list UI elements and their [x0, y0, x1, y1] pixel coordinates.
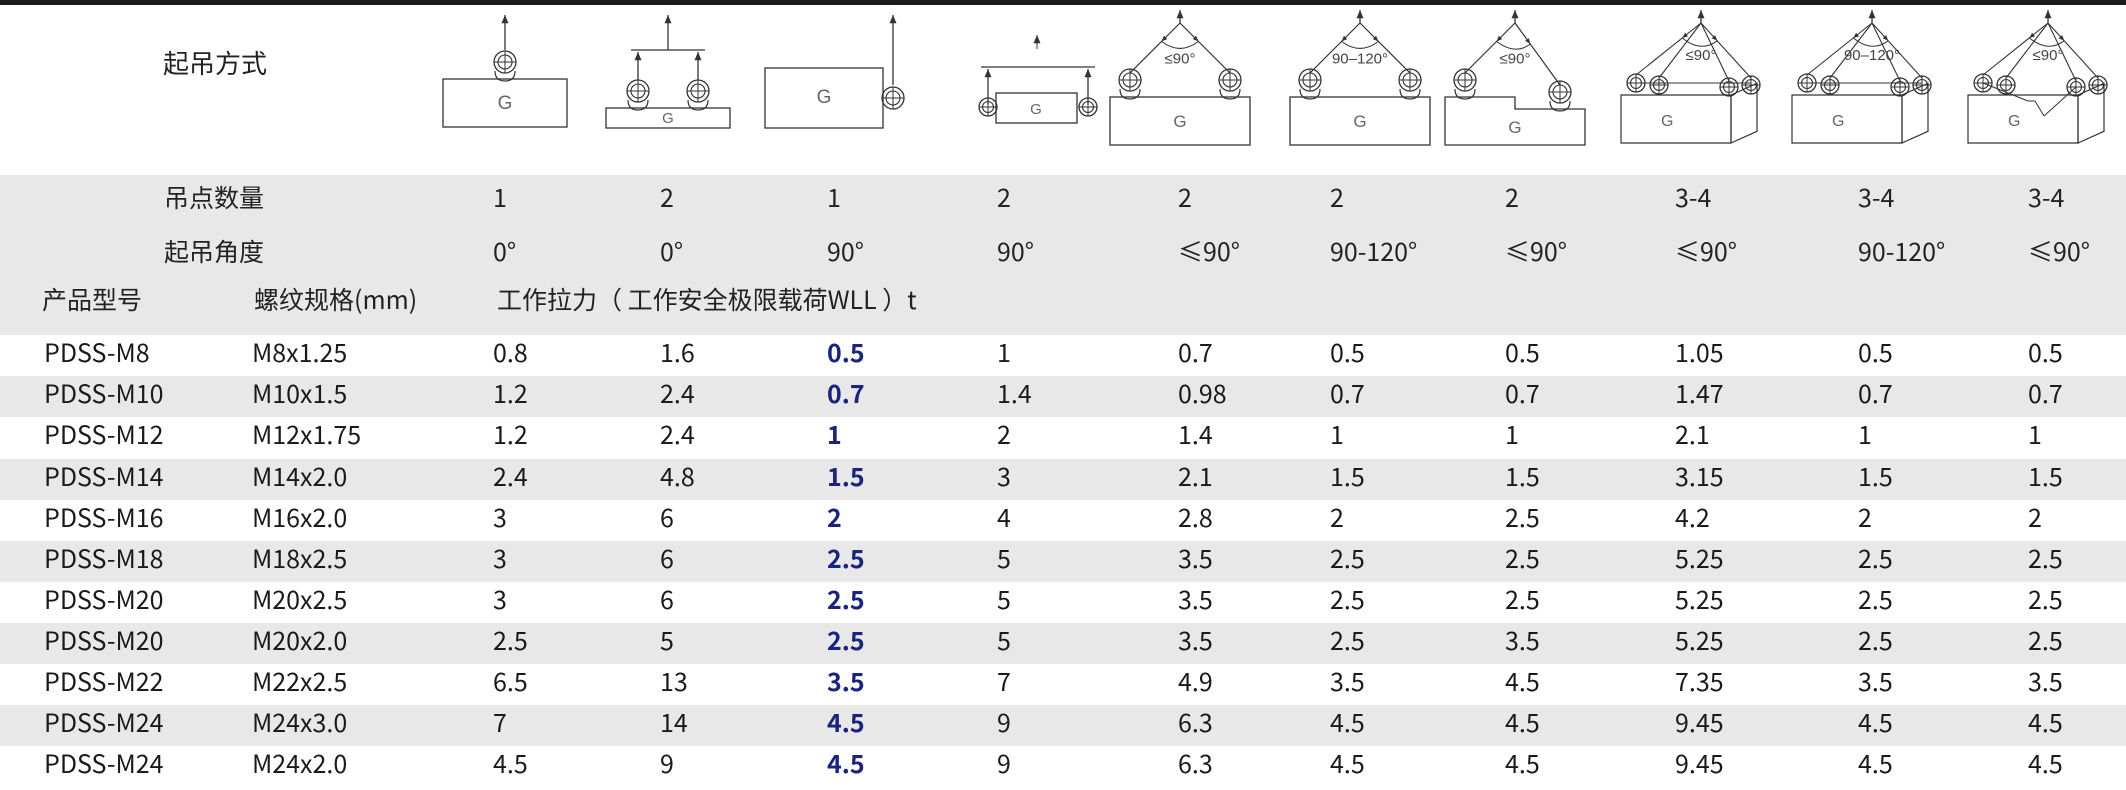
svg-text:≤90°: ≤90° — [1500, 50, 1531, 67]
svg-text:G: G — [1508, 118, 1521, 137]
svg-text:G: G — [1832, 113, 1844, 130]
svg-text:G: G — [1173, 112, 1186, 131]
svg-text:G: G — [817, 87, 832, 108]
svg-text:≤90°: ≤90° — [2033, 47, 2064, 64]
svg-text:G: G — [662, 110, 674, 127]
svg-text:G: G — [2008, 113, 2020, 130]
svg-text:≤90°: ≤90° — [1686, 47, 1717, 64]
svg-text:90–120°: 90–120° — [1332, 50, 1388, 67]
svg-text:G: G — [1661, 113, 1673, 130]
svg-text:≤90°: ≤90° — [1165, 50, 1196, 67]
svg-text:G: G — [1030, 101, 1042, 118]
svg-text:G: G — [498, 93, 513, 114]
svg-text:G: G — [1353, 112, 1366, 131]
svg-text:90–120°: 90–120° — [1844, 47, 1900, 64]
